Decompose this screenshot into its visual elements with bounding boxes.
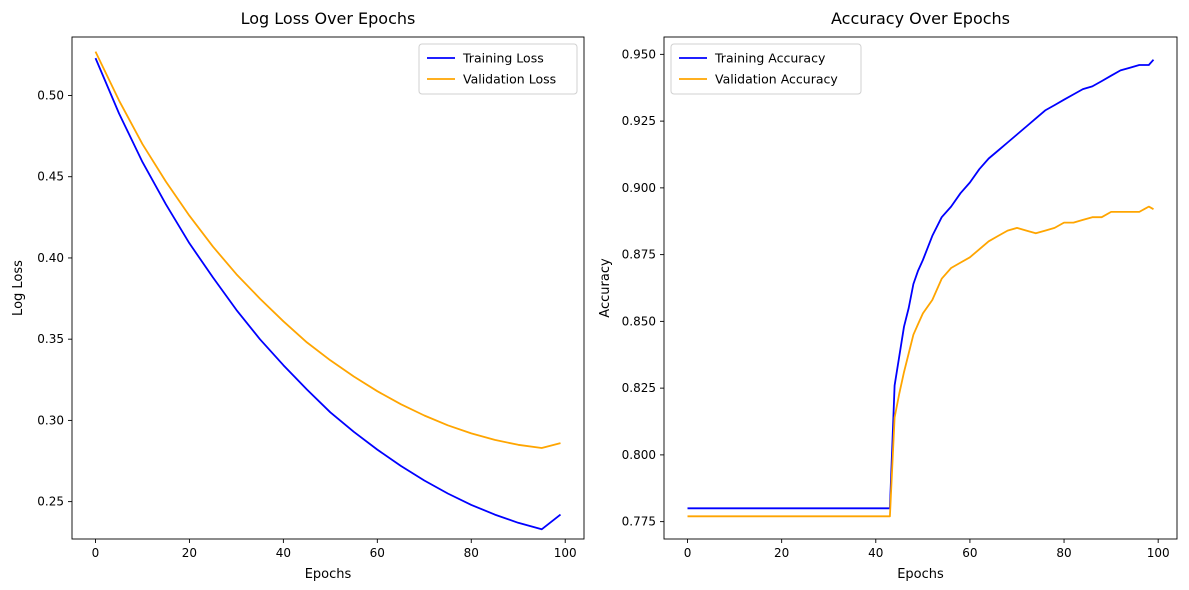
chart-title: Accuracy Over Epochs	[831, 9, 1010, 28]
y-tick-label: 0.875	[622, 248, 656, 262]
x-axis-label: Epochs	[305, 567, 352, 582]
x-tick-label: 0	[684, 546, 692, 560]
y-tick-label: 0.30	[37, 413, 64, 427]
chart-title: Log Loss Over Epochs	[241, 9, 416, 28]
x-tick-label: 40	[276, 546, 291, 560]
y-tick-label: 0.925	[622, 114, 656, 128]
y-tick-label: 0.25	[37, 495, 64, 509]
y-tick-label: 0.775	[622, 515, 656, 529]
y-tick-label: 0.900	[622, 181, 656, 195]
y-tick-label: 0.35	[37, 332, 64, 346]
y-tick-label: 0.950	[622, 47, 656, 61]
legend-label: Training Accuracy	[714, 51, 826, 66]
x-tick-label: 80	[1056, 546, 1071, 560]
legend-label: Training Loss	[462, 51, 544, 66]
legend: Training Loss Validation Loss	[418, 43, 578, 95]
x-tick-label: 60	[962, 546, 977, 560]
y-tick-label: 0.850	[622, 314, 656, 328]
y-tick-label: 0.50	[37, 88, 64, 102]
y-tick-label: 0.800	[622, 448, 656, 462]
y-axis-label: Accuracy	[598, 258, 613, 318]
x-tick-label: 100	[554, 546, 577, 560]
y-tick-label: 0.40	[37, 251, 64, 265]
x-tick-label: 20	[774, 546, 789, 560]
legend-label: Validation Accuracy	[715, 72, 838, 87]
log-loss-chart: 0 20 40 60 80 100 0.25 0.30 0.35 0.40 0.45 0.50 Log …	[11, 9, 585, 582]
series-line-validation	[94, 51, 561, 449]
legend-box	[670, 43, 862, 95]
x-axis-label: Epochs	[897, 567, 944, 582]
plot-frame	[663, 36, 1178, 540]
y-axis-label: Log Loss	[11, 260, 26, 316]
x-tick-label: 100	[1147, 546, 1170, 560]
plot-frame	[71, 36, 585, 540]
legend: Training Accuracy Validation Accuracy	[670, 43, 862, 95]
y-tick-label: 0.45	[37, 170, 64, 184]
x-tick-label: 80	[464, 546, 479, 560]
x-tick-label: 20	[182, 546, 197, 560]
accuracy-chart: 0 20 40 60 80 100 0.775 0.800 0.825 0.850 0.875 0.9…	[598, 9, 1178, 582]
x-tick-label: 60	[370, 546, 385, 560]
x-tick-label: 0	[92, 546, 100, 560]
y-tick-label: 0.825	[622, 381, 656, 395]
series-line-training	[687, 59, 1155, 510]
legend-label: Validation Loss	[463, 72, 556, 87]
series-line-validation	[687, 205, 1154, 518]
x-tick-label: 40	[868, 546, 883, 560]
legend-box	[418, 43, 578, 95]
series-line-training	[94, 57, 562, 531]
